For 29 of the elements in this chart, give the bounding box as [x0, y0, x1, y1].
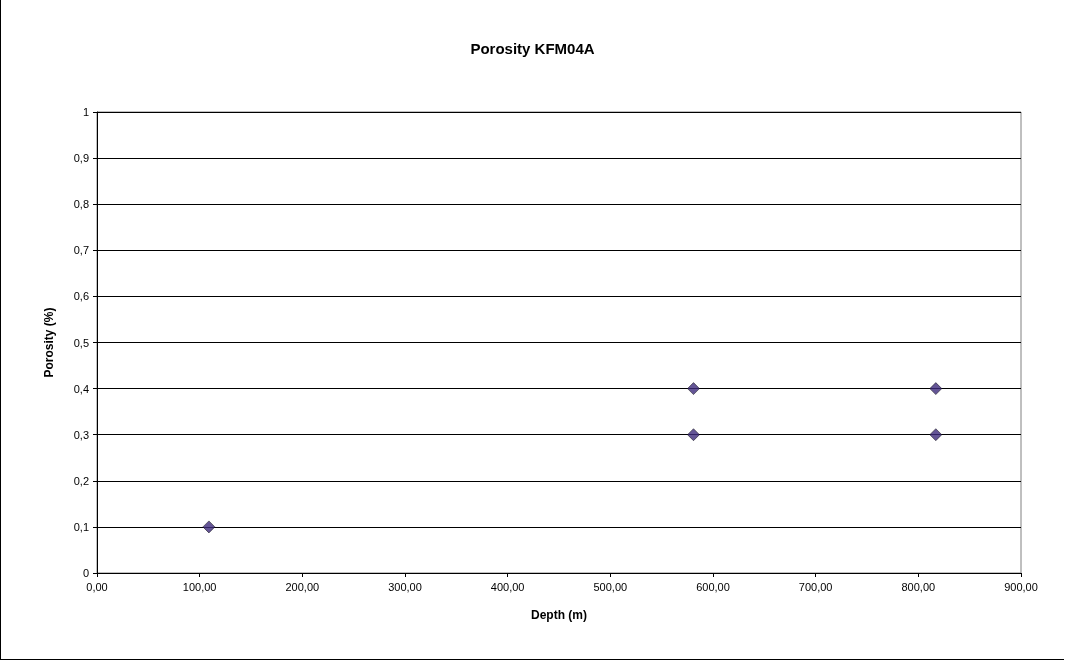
- y-tick-label: 0,2: [73, 474, 89, 487]
- point: [929, 428, 943, 441]
- x-tick-label: 500,00: [593, 580, 628, 593]
- y-tick-label: 0,3: [73, 428, 89, 441]
- y-tick-label: 1: [82, 106, 89, 118]
- y-tick-label: 0: [82, 567, 89, 579]
- x-axis-title: Depth (m): [531, 608, 587, 622]
- y-tick-label: 0,7: [73, 244, 89, 257]
- x-tick-label: 300,00: [388, 580, 422, 593]
- x-tick-label: 400,00: [490, 580, 525, 593]
- point: [202, 520, 216, 534]
- x-tick-label: 0,00: [86, 580, 108, 593]
- x-tick-label: 900,00: [1004, 580, 1038, 593]
- y-tick-label: 0,1: [73, 520, 89, 533]
- y-tick-label: 0,6: [73, 290, 89, 303]
- x-tick-label: 700,00: [798, 580, 833, 593]
- x-tick-label: 200,00: [285, 580, 320, 593]
- x-tick-label: 800,00: [901, 580, 936, 593]
- y-tick-label: 0,4: [73, 382, 89, 395]
- y-tick-label: 0,9: [73, 152, 89, 165]
- point: [929, 382, 943, 395]
- chart-title: Porosity KFM04A: [470, 40, 595, 57]
- y-axis-title: Porosity (%): [42, 307, 56, 378]
- point: [687, 382, 700, 395]
- x-tick-label: 100,00: [182, 580, 217, 593]
- x-tick-label: 600,00: [696, 580, 730, 593]
- y-tick-label: 0,8: [73, 198, 89, 211]
- y-tick-label: 0,5: [73, 336, 89, 349]
- point: [687, 428, 700, 441]
